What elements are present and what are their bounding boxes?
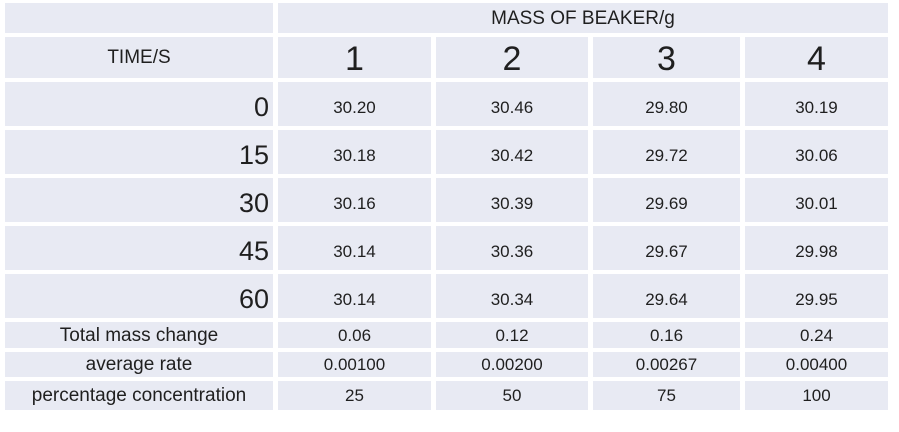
mass-of-beaker-table: MASS OF BEAKER/g TIME/S 1 2 3 4 0 30.20 …	[5, 3, 888, 410]
mass-cell-t15-b4: 30.06	[745, 130, 888, 174]
summary-label-total-mass-change: Total mass change	[5, 322, 273, 348]
time-cell-45: 45	[5, 226, 273, 270]
mass-cell-t45-b2: 30.36	[436, 226, 588, 270]
average-rate-b2: 0.00200	[436, 352, 588, 377]
total-mass-change-b2: 0.12	[436, 322, 588, 348]
total-mass-change-b4: 0.24	[745, 322, 888, 348]
mass-cell-t45-b4: 29.98	[745, 226, 888, 270]
mass-cell-t60-b4: 29.95	[745, 274, 888, 318]
mass-cell-t60-b3: 29.64	[593, 274, 740, 318]
mass-of-beaker-header: MASS OF BEAKER/g	[278, 3, 888, 33]
mass-cell-t0-b2: 30.46	[436, 82, 588, 126]
mass-cell-t15-b1: 30.18	[278, 130, 431, 174]
mass-cell-t0-b3: 29.80	[593, 82, 740, 126]
beaker-header-2: 2	[436, 37, 588, 78]
mass-cell-t30-b4: 30.01	[745, 178, 888, 222]
mass-cell-t0-b1: 30.20	[278, 82, 431, 126]
time-cell-0: 0	[5, 82, 273, 126]
time-cell-60: 60	[5, 274, 273, 318]
total-mass-change-b3: 0.16	[593, 322, 740, 348]
mass-cell-t60-b2: 30.34	[436, 274, 588, 318]
mass-cell-t15-b2: 30.42	[436, 130, 588, 174]
mass-cell-t45-b3: 29.67	[593, 226, 740, 270]
total-mass-change-b1: 0.06	[278, 322, 431, 348]
percentage-concentration-b2: 50	[436, 381, 588, 410]
beaker-header-1: 1	[278, 37, 431, 78]
mass-cell-t30-b2: 30.39	[436, 178, 588, 222]
mass-cell-t15-b3: 29.72	[593, 130, 740, 174]
time-column-header: TIME/S	[5, 37, 273, 78]
percentage-concentration-b1: 25	[278, 381, 431, 410]
average-rate-b4: 0.00400	[745, 352, 888, 377]
summary-label-average-rate: average rate	[5, 352, 273, 377]
corner-cell	[5, 3, 273, 33]
average-rate-b3: 0.00267	[593, 352, 740, 377]
average-rate-b1: 0.00100	[278, 352, 431, 377]
mass-cell-t30-b1: 30.16	[278, 178, 431, 222]
percentage-concentration-b4: 100	[745, 381, 888, 410]
mass-cell-t0-b4: 30.19	[745, 82, 888, 126]
mass-cell-t30-b3: 29.69	[593, 178, 740, 222]
beaker-header-3: 3	[593, 37, 740, 78]
time-cell-30: 30	[5, 178, 273, 222]
mass-cell-t60-b1: 30.14	[278, 274, 431, 318]
summary-label-percentage-concentration: percentage concentration	[5, 381, 273, 410]
time-cell-15: 15	[5, 130, 273, 174]
percentage-concentration-b3: 75	[593, 381, 740, 410]
mass-cell-t45-b1: 30.14	[278, 226, 431, 270]
beaker-header-4: 4	[745, 37, 888, 78]
